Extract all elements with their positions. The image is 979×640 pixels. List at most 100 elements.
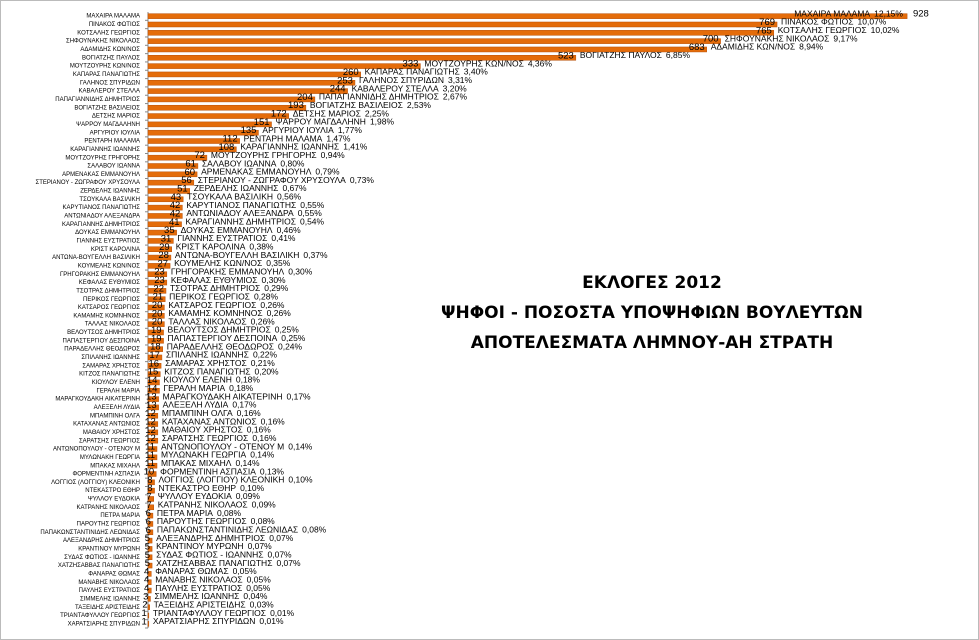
name-label: ΠΑΡΟΥΤΗΣ ΓΕΩΡΓΙΟΣ [157, 516, 247, 526]
name-label: ΨΥΛΛΟΥ ΕΥΔΟΚΙΑ [158, 491, 232, 501]
y-tick-label: ΣΥΔΑΣ ΦΩΤΙΟΣ - ΙΩΑΝΝΗΣ [64, 555, 140, 561]
bar [147, 188, 190, 194]
value-label: 6 [146, 516, 151, 527]
value-label: 683 [689, 42, 705, 53]
bar [147, 238, 174, 244]
bar [147, 154, 208, 161]
name-label: ΚΑΤΡΑΝΗΣ ΝΙΚΟΛΑΟΣ [158, 500, 248, 510]
bar [147, 213, 183, 219]
name-label: ΚΑΡΑΓΙΑΝΝΗΣ ΔΗΜΗΤΡΙΟΣ [186, 217, 296, 227]
share-label: 0,46% [277, 225, 302, 235]
name-label: ΣΠΙΛΑΝΗΣ ΙΩΑΝΝΗΣ [166, 350, 249, 360]
y-tick-label: ΚΑΤΑΧΑΝΑΣ ΑΝΤΩΝΙΟΣ [73, 422, 140, 428]
name-label: ΓΙΑΝΝΗΣ ΕΥΣΤΡΑΤΙΟΣ [177, 233, 267, 243]
share-label: 0,08% [217, 508, 242, 518]
name-label: ΑΝΤΩΝΙΑΔΟΥ ΑΛΕΞΑΝΔΡΑ [186, 208, 294, 218]
y-tick-label: ΓΙΑΝΝΗΣ ΕΥΣΤΡΑΤΙΟΣ [76, 238, 140, 244]
value-label: 60 [185, 167, 196, 178]
y-tick-label: ΠΑΠΑΣΤΕΡΓΙΟΥ ΔΕΣΠΟΙΝΑ [63, 338, 140, 344]
y-tick-label: ΒΟΓΙΑΤΖΗΣ ΒΑΣΙΛΕΙΟΣ [74, 105, 140, 111]
bar [147, 554, 153, 560]
y-tick-label: ΦΑΝΑΡΑΣ ΘΩΜΑΣ [88, 571, 140, 577]
y-tick-label: ΜΠΑΜΠΙΝΗ ΟΛΓΑ [90, 413, 140, 419]
y-tick-label: ΣΗΦΟΥΝΑΚΗΣ ΝΙΚΟΛΑΟΣ [66, 39, 140, 45]
name-label: ΠΕΡΙΚΟΣ ΓΕΩΡΓΙΟΣ [169, 291, 250, 301]
share-label: 0,14% [250, 450, 275, 460]
name-label: ΣΑΡΑΤΣΗΣ ΓΕΩΡΓΙΟΣ [162, 433, 249, 443]
bar [147, 479, 155, 486]
value-label: 56 [181, 175, 192, 186]
name-label: ΦΑΝΑΡΑΣ ΘΩΜΑΣ [155, 566, 228, 576]
value-label: 43 [171, 192, 182, 203]
name-label: ΧΑΤΖΗΣΑΒΒΑΣ ΠΑΝΑΓΙΩΤΗΣ [156, 558, 272, 568]
name-label: ΡΕΝΤΑΡΗ ΜΑΛΑΜΑ [244, 133, 323, 143]
y-tick-label: ΚΙΟΥΛΟΥ ΕΛΕΝΗ [92, 380, 140, 386]
share-label: 0,09% [252, 500, 277, 510]
bar [147, 571, 152, 577]
y-tick-label: ΑΝΤΩΝΟΠΟΥΛΟΥ - ΟΤΕΝΟΥ Μ [53, 447, 140, 453]
y-tick-label: ΜΑΝΑΒΗΣ ΝΙΚΟΛΑΟΣ [78, 580, 140, 586]
bar [147, 396, 159, 402]
bar [147, 313, 165, 319]
bar [147, 63, 421, 69]
y-tick-label: ΓΕΡΑΛΗ ΜΑΡΙΑ [96, 388, 140, 394]
name-label: ΖΕΡΔΕΛΗΣ ΙΩΑΝΝΗΣ [194, 183, 279, 193]
name-label: ΤΣΟΤΡΑΣ ΔΗΜΗΤΡΙΟΣ [170, 283, 260, 293]
value-label: 29 [159, 242, 170, 253]
bar [147, 512, 154, 519]
chart-title: ΨΗΦΟΙ - ΠΟΣΟΣΤΑ ΥΠΟΨΗΦΙΩΝ ΒΟΥΛΕΥΤΩΝ [441, 303, 863, 323]
y-tick-label: ΠΑΡΑΔΕΛΛΗΣ ΘΕΟΔΩΡΟΣ [64, 347, 140, 353]
value-label: 13 [146, 392, 157, 403]
name-label: ΓΑΛΗΝΟΣ ΣΠΥΡΙΔΩΝ [359, 75, 444, 85]
name-label: ΚΑΡΑΓΙΑΝΝΗΣ ΙΩΑΝΝΗΣ [240, 142, 339, 152]
y-tick-label: ΜΑΧΑΙΡΑ ΜΑΛΑΜΑ [86, 14, 140, 20]
bar [147, 38, 721, 44]
y-tick-label: ΑΝΤΩΝΙΑΔΟΥ ΑΛΕΞΑΝΔΡΑ [64, 214, 140, 220]
bar [147, 338, 164, 344]
value-label: 5 [145, 533, 150, 544]
name-label: ΑΝΤΩΝΟΠΟΥΛΟΥ - ΟΤΕΝΟΥ Μ [161, 441, 284, 451]
y-tick-label: ΚΕΦΑΛΑΣ ΕΥΘΥΜΙΟΣ [79, 280, 140, 286]
bar [147, 487, 155, 494]
bar [147, 346, 163, 352]
bar [147, 21, 778, 28]
share-label: 0,07% [276, 558, 301, 568]
y-tick-label: ΠΑΠΑΚΩΝΣΤΑΝΤΙΝΙΔΗΣ ΛΕΩΝΙΔΑΣ [40, 530, 140, 536]
name-label: ΜΠΑΜΠΙΝΗ ΟΛΓΑ [162, 408, 233, 418]
share-label: 1,47% [326, 133, 351, 143]
bar [147, 612, 150, 619]
share-label: 0,56% [277, 192, 302, 202]
share-label: 3,31% [448, 75, 473, 85]
y-tick-label: ΧΑΡΑΤΣΙΑΡΗΣ ΣΠΥΡΙΔΩΝ [68, 621, 140, 627]
y-tick-label: ΠΕΤΡΑ ΜΑΡΙΑ [100, 513, 140, 519]
name-label: ΚΡΑΝΤΙΝΟΥ ΜΥΡΩΝΗ [156, 541, 243, 551]
share-label: 0,94% [321, 150, 346, 160]
bar [147, 579, 152, 585]
value-label: 7 [146, 500, 151, 511]
y-tick-label: ΠΑΡΟΥΤΗΣ ΓΕΩΡΓΙΟΣ [77, 522, 141, 528]
name-label: ΠΙΝΑΚΟΣ ΦΩΤΙΟΣ [781, 17, 854, 27]
share-label: 0,79% [315, 167, 340, 177]
share-label: 1,41% [343, 142, 368, 152]
share-label: 0,16% [247, 425, 272, 435]
y-tick-label: ΔΕΤΣΗΣ ΜΑΡΙΟΣ [92, 114, 140, 120]
share-label: 0,67% [282, 183, 307, 193]
bar [147, 437, 159, 444]
value-label: 16 [149, 358, 160, 369]
bar [147, 587, 152, 594]
name-label: ΓΕΡΑΛΗ ΜΑΡΙΑ [163, 383, 225, 393]
y-tick-label: ΣΙΜΜΕΛΗΣ ΙΩΑΝΝΗΣ [80, 596, 140, 602]
value-label: 14 [147, 375, 158, 386]
share-label: 0,16% [252, 433, 277, 443]
bar [147, 271, 168, 277]
bar [147, 196, 184, 203]
bar [147, 113, 289, 119]
name-label: ΜΟΥΤΖΟΥΡΗΣ ΓΡΗΓΟΡΗΣ [211, 150, 317, 160]
y-tick-label: ΦΟΡΜΕΝΤΙΝΗ ΑΣΠΑΣΙΑ [72, 472, 140, 478]
y-tick-label: ΣΑΡΑΤΣΗΣ ΓΕΩΡΓΙΟΣ [79, 438, 140, 444]
name-label: ΠΑΠΑΓΙΑΝΝΙΔΗΣ ΔΗΜΗΤΡΙΟΣ [319, 92, 439, 102]
name-label: ΚΙΤΖΟΣ ΠΑΝΑΓΙΩΤΗΣ [164, 366, 250, 376]
y-tick-label: ΝΤΕΚΑΣΤΡΟ ΕΘΗΡ [85, 488, 140, 494]
value-label: 20 [152, 308, 163, 319]
value-label: 27 [158, 258, 169, 269]
